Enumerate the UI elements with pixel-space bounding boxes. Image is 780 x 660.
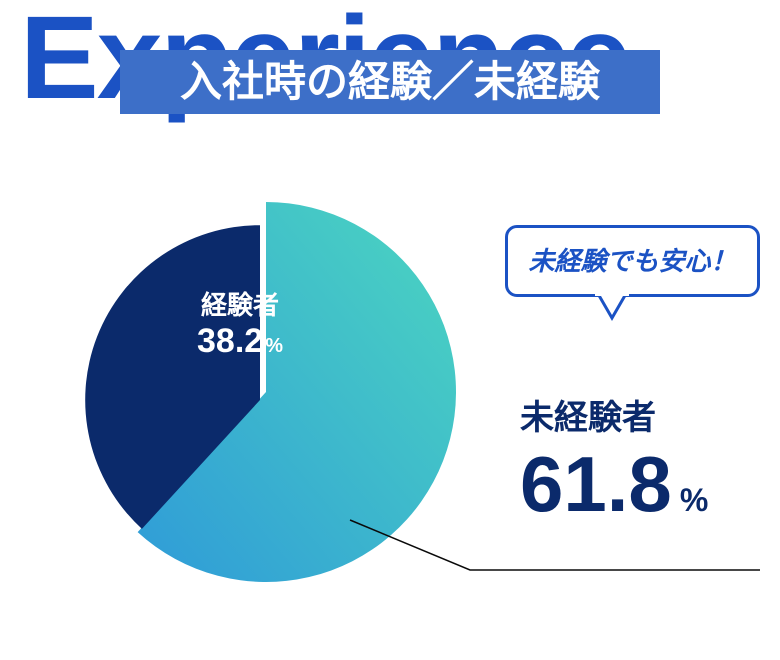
leader-line (0, 0, 780, 660)
slice-inexperienced-name: 未経験者 (520, 390, 708, 439)
slice-inexperienced-value: 61.8 (520, 439, 672, 530)
slice-inexperienced-block: 未経験者 61.8 % (520, 390, 708, 530)
slice-inexperienced-unit: % (680, 482, 708, 519)
